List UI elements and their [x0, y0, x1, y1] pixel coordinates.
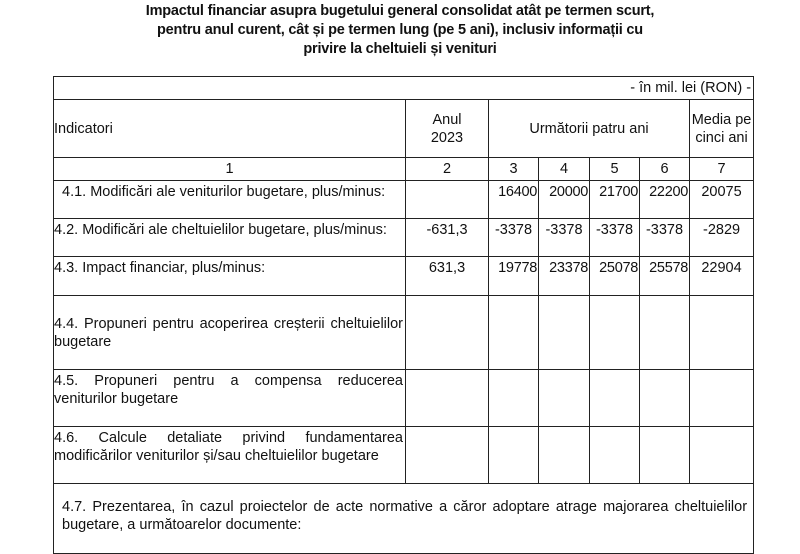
cell-value: 20075 — [688, 180, 755, 219]
table-row: 4.2. Modificări ale cheltuielilor bugeta… — [53, 218, 755, 257]
cell-value: -3378 — [488, 218, 539, 257]
document-title: Impactul financiar asupra bugetului gene… — [0, 2, 800, 59]
cell-value: 23378 — [538, 256, 590, 296]
cell-value — [538, 295, 590, 370]
cell-value — [488, 426, 539, 484]
table-row: 4.3. Impact financiar, plus/minus: 631,3… — [53, 256, 755, 296]
financial-impact-table: - în mil. lei (RON) - Indicatori Anul 20… — [52, 76, 755, 554]
cell-value — [589, 426, 640, 484]
cell-value — [488, 295, 539, 370]
row-label: 4.5. Propuneri pentru a compensa reducer… — [53, 369, 406, 427]
column-number: 5 — [589, 157, 640, 181]
cell-value: 21700 — [589, 180, 640, 219]
cell-value — [589, 295, 640, 370]
cell-value — [538, 426, 590, 484]
column-number: 4 — [538, 157, 590, 181]
header-media: Media pe cinci ani — [688, 99, 755, 158]
cell-value — [688, 426, 755, 484]
cell-value: -3378 — [538, 218, 590, 257]
title-line: privire la cheltuieli și venituri — [303, 41, 497, 57]
cell-value: -631,3 — [405, 218, 489, 257]
row-label: 4.3. Impact financiar, plus/minus: — [53, 256, 406, 296]
title-line: Impactul financiar asupra bugetului gene… — [145, 3, 655, 19]
cell-value — [639, 369, 690, 427]
cell-value: 22200 — [639, 180, 690, 219]
column-numbers-row: 1 2 3 4 5 6 7 — [53, 157, 755, 181]
cell-value: 25578 — [639, 256, 690, 296]
cell-value — [538, 369, 590, 427]
cell-value: -3378 — [589, 218, 640, 257]
column-number: 6 — [639, 157, 690, 181]
header-urmatorii: Următorii patru ani — [488, 99, 690, 158]
row-label: 4.6. Calcule detaliate privind fundament… — [53, 426, 406, 484]
cell-value: 22904 — [688, 256, 755, 296]
cell-value — [639, 295, 690, 370]
header-anul: Anul 2023 — [405, 99, 489, 158]
title-line: pentru anul curent, cât și pe termen lun… — [157, 22, 643, 38]
cell-value: 20000 — [538, 180, 590, 219]
table-row: 4.1. Modificări ale veniturilor bugetare… — [53, 180, 755, 219]
table-row: 4.5. Propuneri pentru a compensa reducer… — [53, 369, 755, 427]
cell-value — [589, 369, 640, 427]
note-4-7: 4.7. Prezentarea, în cazul proiectelor d… — [52, 483, 755, 554]
cell-value: 19778 — [488, 256, 539, 296]
table-row: 4.4. Propuneri pentru acoperirea creșter… — [53, 295, 755, 370]
cell-value — [688, 369, 755, 427]
cell-value: 25078 — [589, 256, 640, 296]
cell-value — [488, 369, 539, 427]
cell-value — [405, 426, 489, 484]
column-number: 3 — [488, 157, 539, 181]
column-number: 2 — [405, 157, 489, 181]
cell-value: 631,3 — [405, 256, 489, 296]
column-number: 1 — [53, 157, 406, 181]
cell-value: -3378 — [639, 218, 690, 257]
row-label: 4.2. Modificări ale cheltuielilor bugeta… — [53, 218, 406, 257]
cell-value: -2829 — [688, 218, 755, 257]
cell-value: 16400 — [488, 180, 539, 219]
cell-value — [405, 295, 489, 370]
units-label: - în mil. lei (RON) - — [52, 76, 755, 100]
cell-value — [405, 369, 489, 427]
cell-value — [405, 180, 489, 219]
row-label: 4.4. Propuneri pentru acoperirea creșter… — [53, 295, 406, 370]
header-indicatori: Indicatori — [53, 99, 406, 158]
table-row: 4.6. Calcule detaliate privind fundament… — [53, 426, 755, 484]
column-number: 7 — [688, 157, 755, 181]
row-label: 4.1. Modificări ale veniturilor bugetare… — [53, 180, 406, 219]
cell-value — [639, 426, 690, 484]
cell-value — [688, 295, 755, 370]
